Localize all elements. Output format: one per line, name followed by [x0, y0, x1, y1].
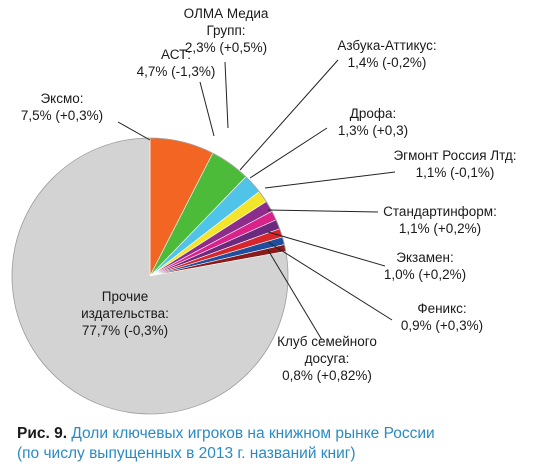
slice-label-7-line-1: Стандартинформ:: [383, 204, 497, 219]
slice-label-1-line-1: Эксмо:: [40, 91, 83, 106]
slice-label-7: Стандартинформ: 1,1% (+0,2%): [383, 204, 497, 236]
slice-label-3: ОЛМА Медиа Групп: 2,3% (+0,5%): [184, 6, 269, 55]
slice-label-4: Азбука-Аттикус: 1,4% (-0,2%): [337, 38, 436, 70]
slice-label-10-line-2: досуга:: [305, 351, 350, 366]
slice-label-10-line-1: Клуб семейного: [277, 334, 377, 349]
leader-lines: [117, 59, 396, 341]
slice-label-5-line-2: 1,3% (+0,3): [338, 123, 408, 138]
leader-line-3: [224, 61, 229, 129]
slice-label-10: Клуб семейного досуга: 0,8% (+0,82%): [277, 334, 377, 383]
slice-label-1: Эксмо: 7,5% (+0,3%): [21, 91, 103, 123]
slice-label-9: Феникс: 0,9% (+0,3%): [401, 301, 483, 333]
figure-caption: Рис. 9. Доли ключевых игроков на книжном…: [17, 424, 547, 464]
leader-line-7: [267, 209, 379, 213]
slice-label-6: Эгмонт Россия Лтд: 1,1% (-0,1%): [393, 148, 516, 180]
leader-line-2: [199, 81, 215, 137]
slice-label-11: Прочие издательства: 77,7% (-0,3%): [81, 289, 169, 338]
slice-label-3-line-3: 2,3% (+0,5%): [185, 40, 267, 55]
caption-line-2: (по числу выпущенных в 2013 г. названий …: [17, 445, 356, 462]
figure-number: Рис. 9.: [17, 425, 68, 442]
slice-label-6-line-2: 1,1% (-0,1%): [416, 165, 495, 180]
slice-label-9-line-1: Феникс:: [417, 301, 466, 316]
slice-label-2: АСТ: 4,7% (-1,3%): [137, 47, 216, 79]
caption-line-1: Доли ключевых игроков на книжном рынке Р…: [71, 425, 435, 442]
leader-line-8: [267, 231, 386, 267]
slice-label-9-line-2: 0,9% (+0,3%): [401, 318, 483, 333]
slice-label-3-line-2: Групп:: [206, 23, 245, 38]
slice-label-4-line-2: 1,4% (-0,2%): [348, 55, 427, 70]
slice-label-11-line-1: Прочие: [102, 289, 149, 304]
slice-label-7-line-2: 1,1% (+0,2%): [399, 221, 481, 236]
slice-label-6-line-1: Эгмонт Россия Лтд:: [393, 148, 516, 163]
slice-label-11-line-2: издательства:: [81, 306, 169, 321]
slice-label-1-line-2: 7,5% (+0,3%): [21, 108, 103, 123]
slice-label-8-line-1: Экзамен:: [396, 250, 453, 265]
slice-label-3-line-1: ОЛМА Медиа: [184, 6, 269, 21]
slice-label-11-line-3: 77,7% (-0,3%): [82, 323, 168, 338]
slice-label-8: Экзамен: 1,0% (+0,2%): [384, 250, 466, 282]
slice-label-4-line-1: Азбука-Аттикус:: [337, 38, 436, 53]
pie-outline: [11, 137, 289, 415]
slice-labels: Эксмо: 7,5% (+0,3%) АСТ: 4,7% (-1,3%) ОЛМА М…: [21, 6, 517, 383]
pie-slices: [11, 137, 289, 415]
leader-line-4: [239, 59, 339, 171]
slice-label-5: Дрофа: 1,3% (+0,3): [338, 106, 408, 138]
leader-line-9: [267, 241, 393, 321]
slice-label-2-line-2: 4,7% (-1,3%): [137, 64, 216, 79]
slice-label-8-line-2: 1,0% (+0,2%): [384, 267, 466, 282]
leader-line-5: [249, 127, 328, 179]
slice-label-5-line-1: Дрофа:: [350, 106, 397, 121]
leader-line-6: [264, 171, 396, 189]
slice-label-2-line-1: АСТ:: [161, 47, 191, 62]
leader-line-10: [267, 249, 323, 341]
slice-label-10-line-3: 0,8% (+0,82%): [282, 368, 372, 383]
leader-line-1: [117, 121, 151, 141]
